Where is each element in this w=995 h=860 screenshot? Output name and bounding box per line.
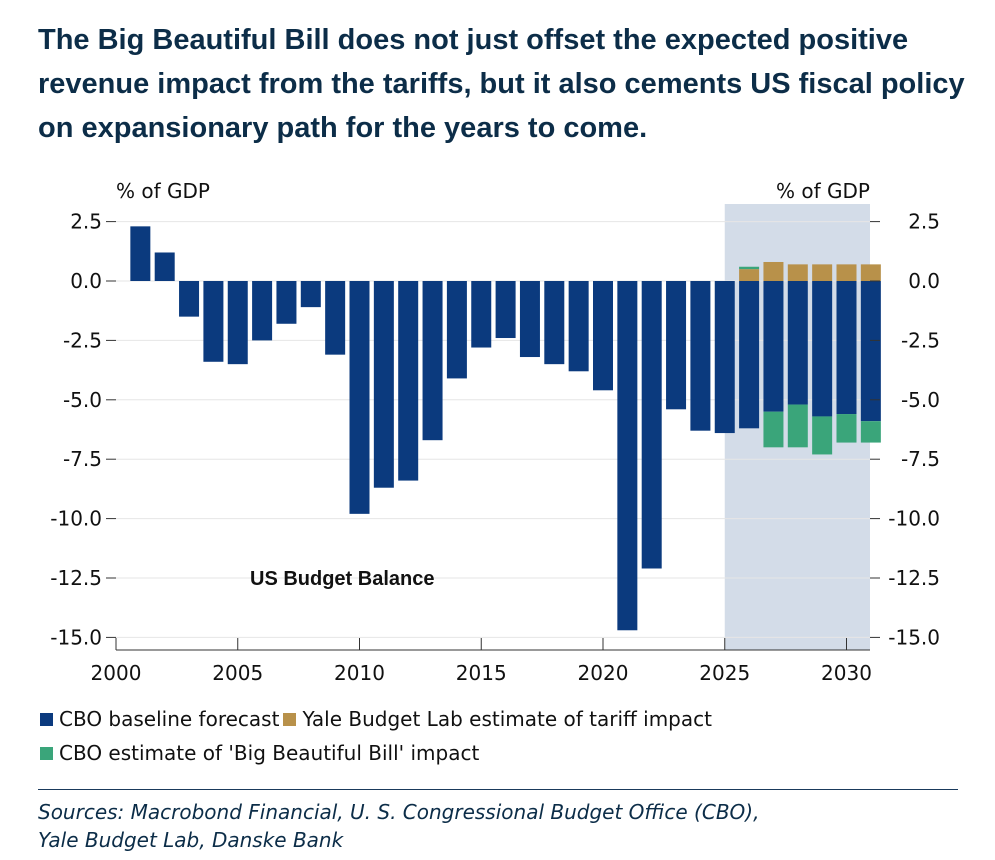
bar-baseline <box>690 281 711 431</box>
y-tick-label-left: 0.0 <box>70 269 102 293</box>
y-tick-label-left: -2.5 <box>63 328 102 352</box>
bar-baseline <box>227 281 248 365</box>
bar-baseline <box>568 281 589 372</box>
y-tick-label-right: 2.5 <box>908 210 940 234</box>
bar-tariff <box>787 264 808 281</box>
bar-baseline <box>398 281 419 481</box>
bar-baseline <box>836 281 857 415</box>
bar-tariff <box>763 261 784 281</box>
bar-tariff <box>812 264 833 281</box>
bar-baseline <box>763 281 784 412</box>
bar-baseline <box>325 281 346 355</box>
budget-balance-chart: 2.5 2.5 0.0 0.0 -2.5 -2.5 -5.0 -5.0 -7.5 -7.5 -10.… <box>50 179 940 685</box>
legend-item-baseline: CBO baseline forecast <box>40 707 279 731</box>
legend-swatch-bbb <box>40 746 53 760</box>
legend-item-tariff: Yale Budget Lab estimate of tariff impac… <box>283 707 712 731</box>
y-axis-label-left: % of GDP <box>116 179 210 203</box>
bar-bbb <box>739 266 760 270</box>
bar-baseline <box>130 226 151 281</box>
bar-bbb <box>787 404 808 448</box>
bar-baseline <box>252 281 273 341</box>
x-tick-label: 2005 <box>212 661 263 685</box>
legend-swatch-tariff <box>283 712 297 726</box>
x-tick-label: 2000 <box>91 661 142 685</box>
bar-baseline <box>641 281 662 569</box>
chart-title: The Big Beautiful Bill does not just off… <box>38 24 965 144</box>
y-tick-label-right: 0.0 <box>908 269 940 293</box>
y-axis-label-right: % of GDP <box>776 179 870 203</box>
bar-baseline <box>593 281 613 391</box>
y-tick-label-left: -10.0 <box>50 507 102 531</box>
y-tick-label-left: -15.0 <box>50 625 102 649</box>
chart-annotation: US Budget Balance <box>250 568 434 590</box>
y-tick-label-right: -12.5 <box>888 566 940 590</box>
bar-baseline <box>666 281 687 410</box>
y-tick-label-left: -12.5 <box>50 566 102 590</box>
bar-baseline <box>519 281 540 358</box>
divider <box>38 789 958 790</box>
source-note: Sources: Macrobond Financial, U. S. Cong… <box>38 798 759 854</box>
bar-baseline <box>714 281 735 434</box>
bar-baseline <box>203 281 224 362</box>
bar-baseline <box>812 281 833 417</box>
y-tick-label-right: -5.0 <box>901 388 940 412</box>
bar-baseline <box>276 281 297 324</box>
bar-baseline <box>739 281 760 429</box>
bar-tariff <box>739 269 760 281</box>
legend: CBO baseline forecast Yale Budget Lab es… <box>40 702 716 770</box>
legend-swatch-baseline <box>40 712 53 726</box>
bar-baseline <box>154 252 175 281</box>
legend-item-bbb: CBO estimate of 'Big Beautiful Bill' imp… <box>40 741 479 765</box>
bar-bbb <box>763 411 784 448</box>
y-tick-label-right: -10.0 <box>888 507 940 531</box>
bar-bbb <box>812 416 833 455</box>
y-tick-label-right: -15.0 <box>888 625 940 649</box>
y-tick-label-left: -7.5 <box>63 447 102 471</box>
bar-baseline <box>179 281 200 317</box>
bar-baseline <box>617 281 638 631</box>
bar-baseline <box>787 281 808 405</box>
bar-tariff <box>860 264 881 281</box>
y-tick-label-left: 2.5 <box>70 210 102 234</box>
bar-bbb <box>860 421 881 443</box>
bar-baseline <box>446 281 467 379</box>
bar-baseline <box>373 281 394 488</box>
y-tick-label-right: -2.5 <box>901 328 940 352</box>
bar-baseline <box>422 281 443 441</box>
bar-bbb <box>836 414 857 443</box>
y-tick-label-right: -7.5 <box>901 447 940 471</box>
x-tick-label: 2020 <box>578 661 629 685</box>
legend-label-tariff: Yale Budget Lab estimate of tariff impac… <box>302 707 712 731</box>
bar-baseline <box>349 281 370 514</box>
source-line-1: Sources: Macrobond Financial, U. S. Cong… <box>38 800 760 824</box>
bar-baseline <box>300 281 321 308</box>
legend-label-bbb: CBO estimate of 'Big Beautiful Bill' imp… <box>59 741 480 765</box>
x-tick-label: 2025 <box>699 661 750 685</box>
bar-baseline <box>860 281 881 422</box>
x-tick-label: 2030 <box>821 661 872 685</box>
bar-baseline <box>495 281 516 339</box>
bar-tariff <box>836 264 857 281</box>
x-tick-label: 2010 <box>334 661 385 685</box>
legend-label-baseline: CBO baseline forecast <box>59 707 280 731</box>
y-tick-label-left: -5.0 <box>63 388 102 412</box>
x-tick-label: 2015 <box>456 661 507 685</box>
source-line-2: Yale Budget Lab, Danske Bank <box>38 828 344 852</box>
bar-baseline <box>471 281 492 348</box>
bar-baseline <box>544 281 565 365</box>
